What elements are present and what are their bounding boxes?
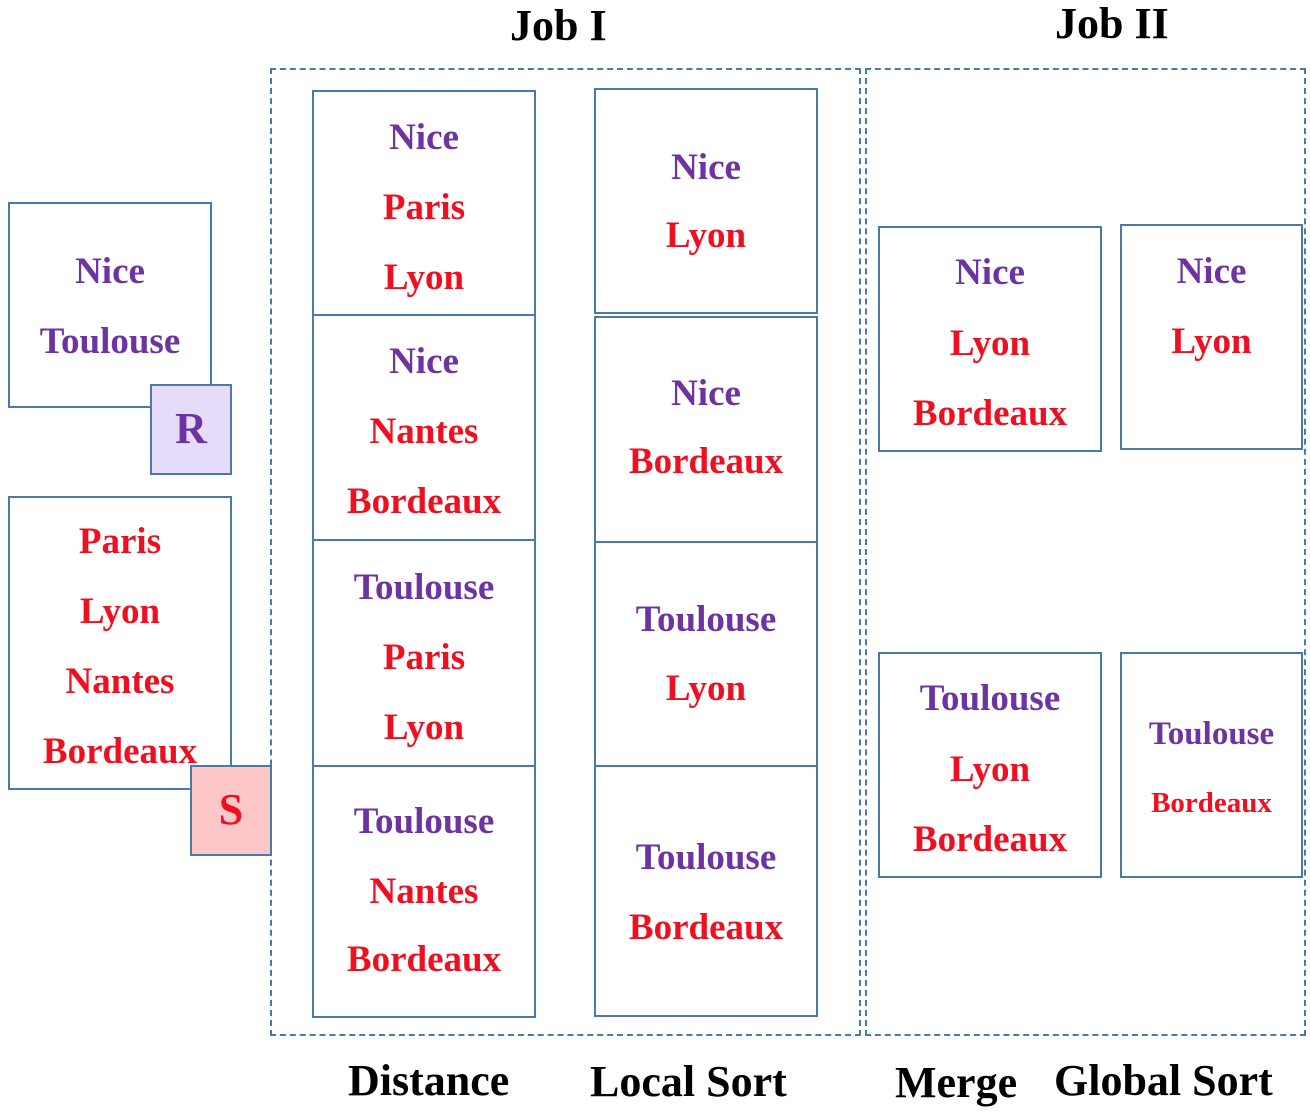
job-2-title: Job II bbox=[1055, 0, 1169, 48]
city-label: Nice bbox=[75, 251, 145, 292]
city-label: Toulouse bbox=[353, 567, 495, 608]
local-sort-box: Nice Bordeaux bbox=[594, 316, 818, 543]
city-label: Paris bbox=[382, 187, 466, 228]
relation-s-tag: S bbox=[190, 765, 272, 856]
city-label: Bordeaux bbox=[912, 819, 1068, 860]
city-label: Paris bbox=[78, 521, 162, 562]
job-1-container bbox=[270, 68, 861, 1036]
city-label: Toulouse bbox=[635, 599, 777, 640]
merge-box: Nice Lyon Bordeaux bbox=[878, 226, 1102, 452]
city-label: Bordeaux bbox=[628, 907, 784, 948]
distance-box: Toulouse Paris Lyon bbox=[312, 539, 536, 767]
city-label: Toulouse bbox=[1148, 716, 1275, 752]
global-sort-box: Nice Lyon bbox=[1120, 224, 1303, 450]
merge-label: Merge bbox=[895, 1058, 1018, 1107]
city-label: Nice bbox=[671, 373, 741, 414]
local-sort-box: Toulouse Lyon bbox=[594, 541, 818, 767]
global-sort-box: Toulouse Bordeaux bbox=[1120, 652, 1303, 878]
relation-r-tag: R bbox=[150, 384, 232, 475]
city-label: Nantes bbox=[369, 411, 479, 452]
city-label: Nice bbox=[389, 341, 459, 382]
distance-box: Nice Nantes Bordeaux bbox=[312, 314, 536, 541]
city-label: Nice bbox=[955, 252, 1025, 293]
local-sort-box: Toulouse Bordeaux bbox=[594, 765, 818, 1017]
city-label: Bordeaux bbox=[42, 731, 198, 772]
city-label: Nice bbox=[1176, 251, 1247, 292]
local-sort-label: Local Sort bbox=[590, 1057, 787, 1106]
city-label: Toulouse bbox=[353, 801, 495, 842]
city-label: Bordeaux bbox=[628, 441, 784, 482]
city-label: Bordeaux bbox=[346, 939, 502, 980]
job-1-title: Job I bbox=[510, 1, 607, 50]
city-label: Toulouse bbox=[39, 321, 181, 362]
city-label: Paris bbox=[382, 637, 466, 678]
city-label: Lyon bbox=[949, 749, 1031, 790]
distance-label: Distance bbox=[348, 1056, 510, 1105]
city-label: Lyon bbox=[383, 257, 465, 298]
distance-box: Nice Paris Lyon bbox=[312, 90, 536, 316]
merge-box: Toulouse Lyon Bordeaux bbox=[878, 652, 1102, 878]
job-2-container bbox=[865, 68, 1306, 1036]
city-label: Toulouse bbox=[919, 678, 1061, 719]
city-label: Nantes bbox=[65, 661, 175, 702]
city-label: Lyon bbox=[665, 215, 747, 256]
relation-s-box: Paris Lyon Nantes Bordeaux bbox=[8, 496, 232, 790]
relation-r-box: Nice Toulouse bbox=[8, 202, 212, 408]
city-label: Lyon bbox=[79, 591, 161, 632]
city-label: Bordeaux bbox=[1151, 787, 1272, 819]
city-label: Lyon bbox=[665, 668, 747, 709]
city-label: Nice bbox=[389, 117, 459, 158]
global-sort-label: Global Sort bbox=[1054, 1056, 1273, 1105]
local-sort-box: Nice Lyon bbox=[594, 88, 818, 314]
city-label: Bordeaux bbox=[346, 481, 502, 522]
city-label: Nantes bbox=[369, 871, 479, 912]
city-label: Lyon bbox=[949, 323, 1031, 364]
city-label: Lyon bbox=[383, 707, 465, 748]
city-label: Lyon bbox=[1171, 321, 1252, 362]
city-label: Nice bbox=[671, 147, 741, 188]
city-label: Toulouse bbox=[635, 837, 777, 878]
city-label: Bordeaux bbox=[912, 393, 1068, 434]
distance-box: Toulouse Nantes Bordeaux bbox=[312, 765, 536, 1018]
